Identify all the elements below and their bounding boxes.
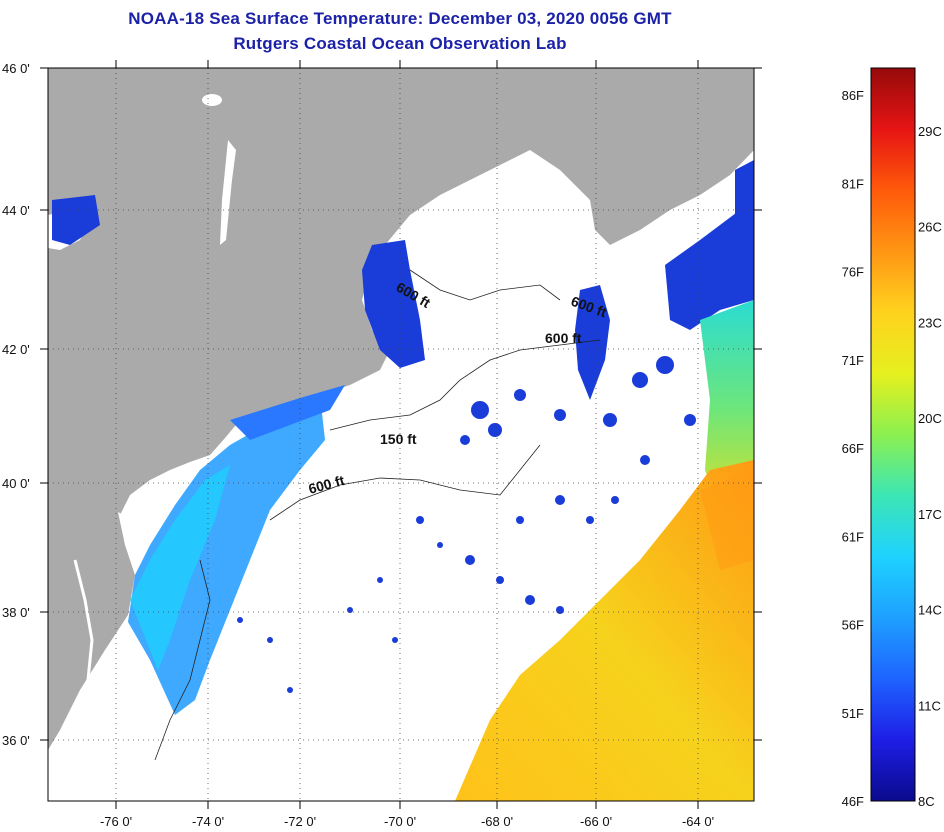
- sound-water: [230, 385, 345, 440]
- lat-label: 38 0': [2, 605, 30, 620]
- lake-small: [202, 94, 222, 106]
- map-title: NOAA-18 Sea Surface Temperature: Decembe…: [128, 9, 672, 28]
- lon-label: -64 0': [682, 814, 714, 829]
- colorbar-label-c: 20C: [918, 411, 942, 426]
- colorbar-label-c: 29C: [918, 124, 942, 139]
- scattered-cold-patches: [237, 356, 696, 693]
- gulf-maine-cold-water: [362, 240, 425, 368]
- lon-label: -76 0': [100, 814, 132, 829]
- colorbar-label-c: 11C: [918, 698, 941, 713]
- colorbar-label-f: 61F: [842, 529, 864, 544]
- colorbar-label-f: 56F: [842, 618, 864, 633]
- lat-label: 40 0': [2, 476, 30, 491]
- contour-label: 600 ft: [545, 330, 582, 346]
- lake-champlain: [220, 140, 236, 245]
- no-data-swath: [95, 622, 205, 801]
- colorbar-label-f: 76F: [842, 265, 864, 280]
- contour-label: 150 ft: [380, 431, 417, 447]
- lon-label: -72 0': [284, 814, 316, 829]
- scotian-shelf-water: [665, 200, 754, 330]
- colorbar-label-c: 17C: [918, 507, 942, 522]
- upper-right-water: [735, 160, 754, 245]
- lon-label: -68 0': [481, 814, 513, 829]
- colorbar-label-c: 8C: [918, 794, 935, 809]
- warm-core: [700, 470, 754, 570]
- georges-bank-water: [575, 285, 610, 400]
- colorbar-gradient: [870, 67, 916, 802]
- lat-label: 36 0': [2, 733, 30, 748]
- colorbar-label-f: 86F: [842, 88, 864, 103]
- lon-label: -66 0': [580, 814, 612, 829]
- axis-ticks: [40, 60, 762, 809]
- lat-label: 42 0': [2, 342, 30, 357]
- chesapeake-bay: [73, 559, 97, 721]
- bathymetry-contours: [154, 269, 601, 761]
- lake-ontario-water: [52, 195, 100, 245]
- nearshore-water: [130, 465, 230, 670]
- colorbar-label-f: 46F: [842, 794, 864, 809]
- lat-label: 44 0': [2, 203, 30, 218]
- colorbar-label-f: 71F: [842, 353, 864, 368]
- colorbar-label-c: 23C: [918, 315, 942, 330]
- mid-atlantic-shelf-water: [128, 395, 325, 715]
- colorbar-label-f: 51F: [842, 706, 864, 721]
- lon-label: -70 0': [384, 814, 416, 829]
- map-subtitle: Rutgers Coastal Ocean Observation Lab: [233, 34, 567, 53]
- colorbar-label-c: 14C: [918, 603, 942, 618]
- colorbar-label-f: 81F: [842, 176, 864, 191]
- delaware-bay: [118, 512, 140, 545]
- lat-label: 46 0': [2, 61, 30, 76]
- lon-label: -74 0': [192, 814, 224, 829]
- plot-frame: [47, 67, 755, 802]
- colorbar-label-f: 66F: [842, 441, 864, 456]
- land-nova-scotia: [590, 105, 754, 245]
- warm-water-region: [455, 460, 754, 801]
- colorbar-label-c: 26C: [918, 220, 942, 235]
- graticule: [48, 68, 754, 801]
